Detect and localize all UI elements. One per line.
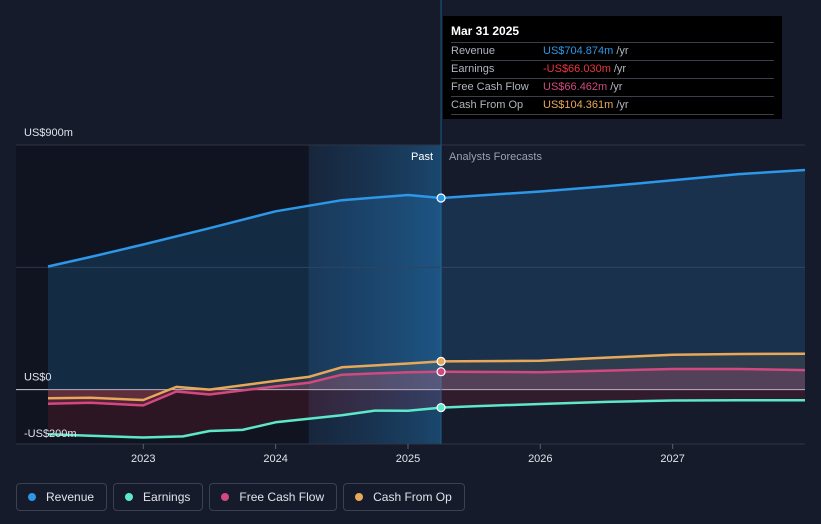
- legend-item-cash-from-op[interactable]: Cash From Op: [343, 483, 465, 511]
- x-tick-label: 2026: [528, 453, 552, 465]
- tooltip-value: US$704.874m: [543, 45, 614, 57]
- data-tooltip: Mar 31 2025 Revenue US$704.874m /yr Earn…: [443, 16, 782, 119]
- series-line-revenue: [47, 168, 806, 268]
- legend-item-revenue[interactable]: Revenue: [16, 483, 108, 511]
- legend-item-earnings[interactable]: Earnings: [113, 483, 204, 511]
- forecast-label: Analysts Forecasts: [449, 151, 542, 163]
- series-line-free-cash-flow: [47, 367, 806, 407]
- legend-dot-icon: [221, 493, 230, 501]
- legend-label: Earnings: [143, 490, 191, 504]
- area-cash-from-op: [48, 353, 805, 400]
- marker-free-cash-flow: [436, 367, 446, 377]
- y-axis-label: US$0: [24, 372, 52, 384]
- tooltip-value: -US$66.030m: [543, 63, 611, 75]
- marker-revenue: [436, 193, 446, 203]
- tooltip-value: US$104.361m: [543, 99, 614, 111]
- y-axis-label: US$900m: [24, 127, 73, 139]
- tooltip-unit: /yr: [613, 63, 627, 75]
- marker-earnings: [436, 402, 446, 413]
- tooltip-row-revenue: Revenue US$704.874m /yr: [451, 43, 774, 61]
- legend-dot-icon: [125, 493, 134, 501]
- x-tick-label: 2023: [131, 453, 155, 465]
- tooltip-row-cash-from-op: Cash From Op US$104.361m /yr: [451, 97, 774, 115]
- tooltip-unit: /yr: [616, 99, 629, 111]
- tooltip-row-earnings: Earnings -US$66.030m /yr: [451, 61, 774, 79]
- past-label: Past: [411, 151, 433, 163]
- series-line-cash-from-op: [47, 352, 806, 402]
- legend-label: Free Cash Flow: [239, 490, 325, 504]
- tooltip-label: Earnings: [451, 63, 495, 75]
- legend-label: Cash From Op: [373, 490, 452, 504]
- legend-label: Revenue: [46, 490, 95, 504]
- chart-legend: Revenue Earnings Free Cash Flow Cash Fro…: [16, 483, 465, 511]
- tooltip-unit: /yr: [616, 45, 629, 57]
- tooltip-unit: /yr: [610, 81, 623, 93]
- series-line-earnings: [47, 398, 805, 439]
- x-tick-label: 2025: [396, 453, 420, 465]
- x-tick-label: 2027: [660, 453, 684, 465]
- marker-cash-from-op: [436, 356, 446, 366]
- x-tick-label: 2024: [263, 453, 287, 465]
- y-axis-label: -US$200m: [24, 428, 77, 440]
- tooltip-label: Cash From Op: [451, 99, 524, 111]
- legend-dot-icon: [28, 493, 36, 501]
- tooltip-label: Free Cash Flow: [451, 81, 529, 93]
- past-region-dark: [16, 145, 309, 444]
- area-revenue: [48, 170, 805, 390]
- legend-item-free-cash-flow[interactable]: Free Cash Flow: [209, 483, 338, 511]
- tooltip-date: Mar 31 2025: [451, 24, 774, 43]
- tooltip-value: US$66.462m: [543, 81, 608, 93]
- area-free-cash-flow: [48, 369, 805, 406]
- tooltip-label: Revenue: [451, 45, 496, 57]
- tooltip-row-free-cash-flow: Free Cash Flow US$66.462m /yr: [451, 79, 774, 97]
- legend-dot-icon: [355, 493, 364, 501]
